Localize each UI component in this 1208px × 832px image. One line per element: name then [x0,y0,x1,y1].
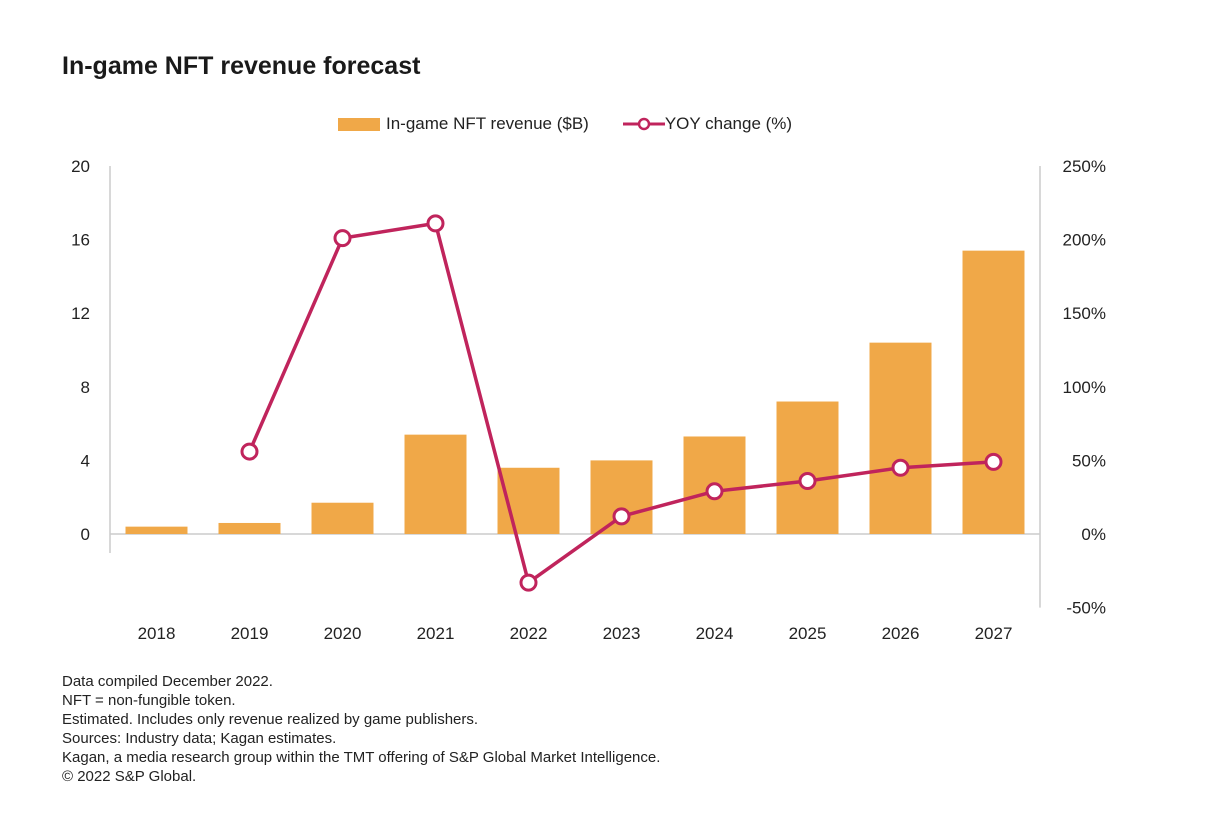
yoy-point [891,458,910,477]
yoy-point [705,482,724,501]
chart-title: In-game NFT revenue forecast [62,52,421,80]
bar [776,401,839,534]
x-tick-label: 2019 [231,624,269,643]
bar [962,250,1025,534]
x-tick-label: 2018 [138,624,176,643]
x-tick-label: 2020 [324,624,362,643]
yoy-point [798,472,817,491]
bar [404,434,467,534]
bar [869,342,932,534]
right-tick-label: 150% [1063,304,1106,323]
note-line: Sources: Industry data; Kagan estimates. [62,730,337,747]
bar-swatch-icon [338,117,380,131]
right-tick-label: 50% [1072,451,1106,470]
legend-label-yoy: YOY change (%) [664,114,793,133]
note-line: © 2022 S&P Global. [62,768,197,785]
right-tick-label: 250% [1063,157,1106,176]
yoy-point [333,229,352,248]
left-tick-label: 20 [71,157,90,176]
yoy-point [612,507,631,526]
right-tick-label: -50% [1066,599,1106,618]
footnotes: Data compiled December 2022. NFT = non-f… [62,672,660,786]
bar [218,522,281,534]
yoy-point [426,214,445,233]
x-tick-label: 2027 [975,624,1013,643]
right-tick-label: 100% [1063,378,1106,397]
bar [125,526,188,534]
yoy-point [240,442,259,461]
x-tick-label: 2023 [603,624,641,643]
chart-canvas: 0 4 8 12 16 20 -50% 0% 50% 100% 150% 200% 250% 2018 20… [71,157,1106,643]
left-tick-label: 12 [71,304,90,323]
legend: In-game NFT revenue ($B) YOY change (%) [338,114,826,134]
bar [311,502,374,534]
left-tick-label: 4 [81,451,90,470]
yoy-point [984,452,1003,471]
left-tick-label: 8 [81,378,90,397]
note-line: NFT = non-fungible token. [62,692,236,709]
x-tick-label: 2021 [417,624,455,643]
legend-item-yoy: YOY change (%) [622,114,793,134]
x-tick-label: 2025 [789,624,827,643]
x-tick-label: 2022 [510,624,548,643]
yoy-point [519,573,538,592]
legend-item-revenue: In-game NFT revenue ($B) [338,114,589,134]
right-tick-label: 200% [1063,231,1106,250]
note-line: Estimated. Includes only revenue realize… [62,711,479,728]
note-line: Data compiled December 2022. [62,673,273,690]
line-marker-icon [622,117,665,131]
x-tick-label: 2024 [696,624,734,643]
x-tick-label: 2026 [882,624,920,643]
right-tick-label: 0% [1081,525,1106,544]
legend-label-revenue: In-game NFT revenue ($B) [386,114,589,133]
left-tick-label: 16 [71,231,90,250]
left-tick-label: 0 [81,525,90,544]
note-line: Kagan, a media research group within the… [62,749,661,766]
